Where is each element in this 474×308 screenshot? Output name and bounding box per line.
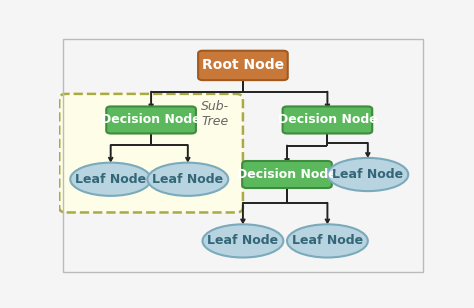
Text: Leaf Node: Leaf Node — [152, 173, 223, 186]
FancyBboxPatch shape — [59, 94, 243, 213]
Text: Sub-
Tree: Sub- Tree — [201, 100, 229, 128]
Text: Decision Node: Decision Node — [101, 113, 201, 127]
FancyBboxPatch shape — [242, 161, 332, 188]
Ellipse shape — [287, 224, 368, 257]
Text: Leaf Node: Leaf Node — [292, 234, 363, 247]
FancyBboxPatch shape — [198, 51, 288, 80]
Text: Leaf Node: Leaf Node — [207, 234, 279, 247]
Ellipse shape — [70, 163, 151, 196]
Ellipse shape — [328, 158, 408, 191]
Text: Decision Node: Decision Node — [237, 168, 337, 181]
Text: Root Node: Root Node — [202, 59, 284, 72]
Ellipse shape — [202, 224, 283, 257]
Text: Decision Node: Decision Node — [278, 113, 377, 127]
FancyBboxPatch shape — [106, 107, 196, 133]
FancyBboxPatch shape — [283, 107, 372, 133]
Text: Leaf Node: Leaf Node — [332, 168, 403, 181]
Text: Leaf Node: Leaf Node — [75, 173, 146, 186]
Ellipse shape — [147, 163, 228, 196]
